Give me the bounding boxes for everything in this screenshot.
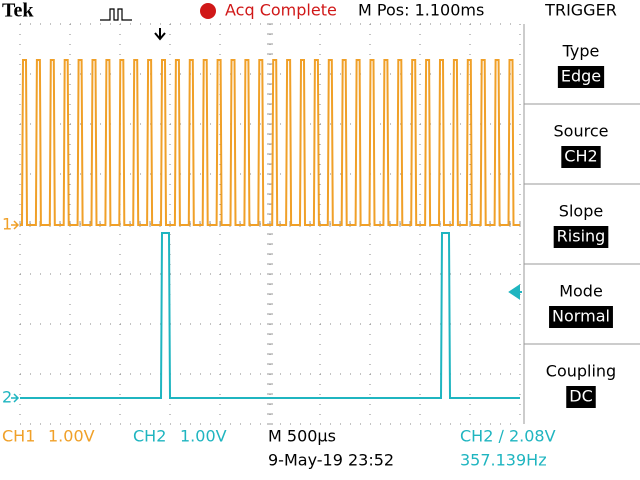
- timebase: M 500µs: [268, 427, 336, 446]
- menu-value-box: [549, 306, 613, 328]
- ch2-marker: 2: [2, 388, 12, 407]
- menu-value: CH2: [564, 147, 597, 166]
- status-dot: [200, 3, 216, 19]
- datetime: 9-May-19 23:52: [268, 451, 394, 470]
- menu-label: Slope: [559, 202, 603, 221]
- ch2-trace: [20, 232, 520, 399]
- menu-value-box: [561, 146, 601, 168]
- ch1-scale: 1.00V: [48, 427, 95, 446]
- brand: Tek: [2, 0, 34, 22]
- trigger-position-marker: [154, 28, 166, 41]
- ch1-trace: [20, 59, 520, 226]
- ch1-name: CH1: [2, 427, 35, 446]
- menu-value: Edge: [561, 67, 601, 86]
- trigger-level-marker: [508, 284, 522, 300]
- menu-label: Mode: [559, 282, 603, 301]
- trigger-menu: Type Edge Source CH2 Slope Rising Mode Normal Co…: [524, 42, 640, 408]
- run-icon: [100, 8, 132, 21]
- position: M Pos: 1.100ms: [358, 1, 484, 20]
- ch1-marker: 1: [2, 215, 12, 234]
- menu-label: Source: [554, 122, 609, 141]
- ch2-scale: 1.00V: [180, 427, 227, 446]
- menu-label: Coupling: [546, 362, 616, 381]
- menu-value-box: [553, 226, 609, 248]
- ch2-arrow: [11, 393, 20, 403]
- frequency: 357.139Hz: [460, 451, 547, 470]
- menu-value: Rising: [557, 227, 606, 246]
- menu-value: DC: [569, 387, 593, 406]
- status: Acq Complete: [225, 1, 337, 20]
- ch1-arrow: [11, 220, 20, 230]
- menu-title: TRIGGER: [544, 1, 617, 20]
- menu-value: Normal: [552, 307, 610, 326]
- menu-value-box: [557, 66, 605, 88]
- trigger-setting: CH2 ∕ 2.08V: [460, 427, 556, 446]
- ch2-name: CH2: [133, 427, 166, 446]
- menu-label: Type: [562, 42, 600, 61]
- menu-value-box: [566, 386, 596, 408]
